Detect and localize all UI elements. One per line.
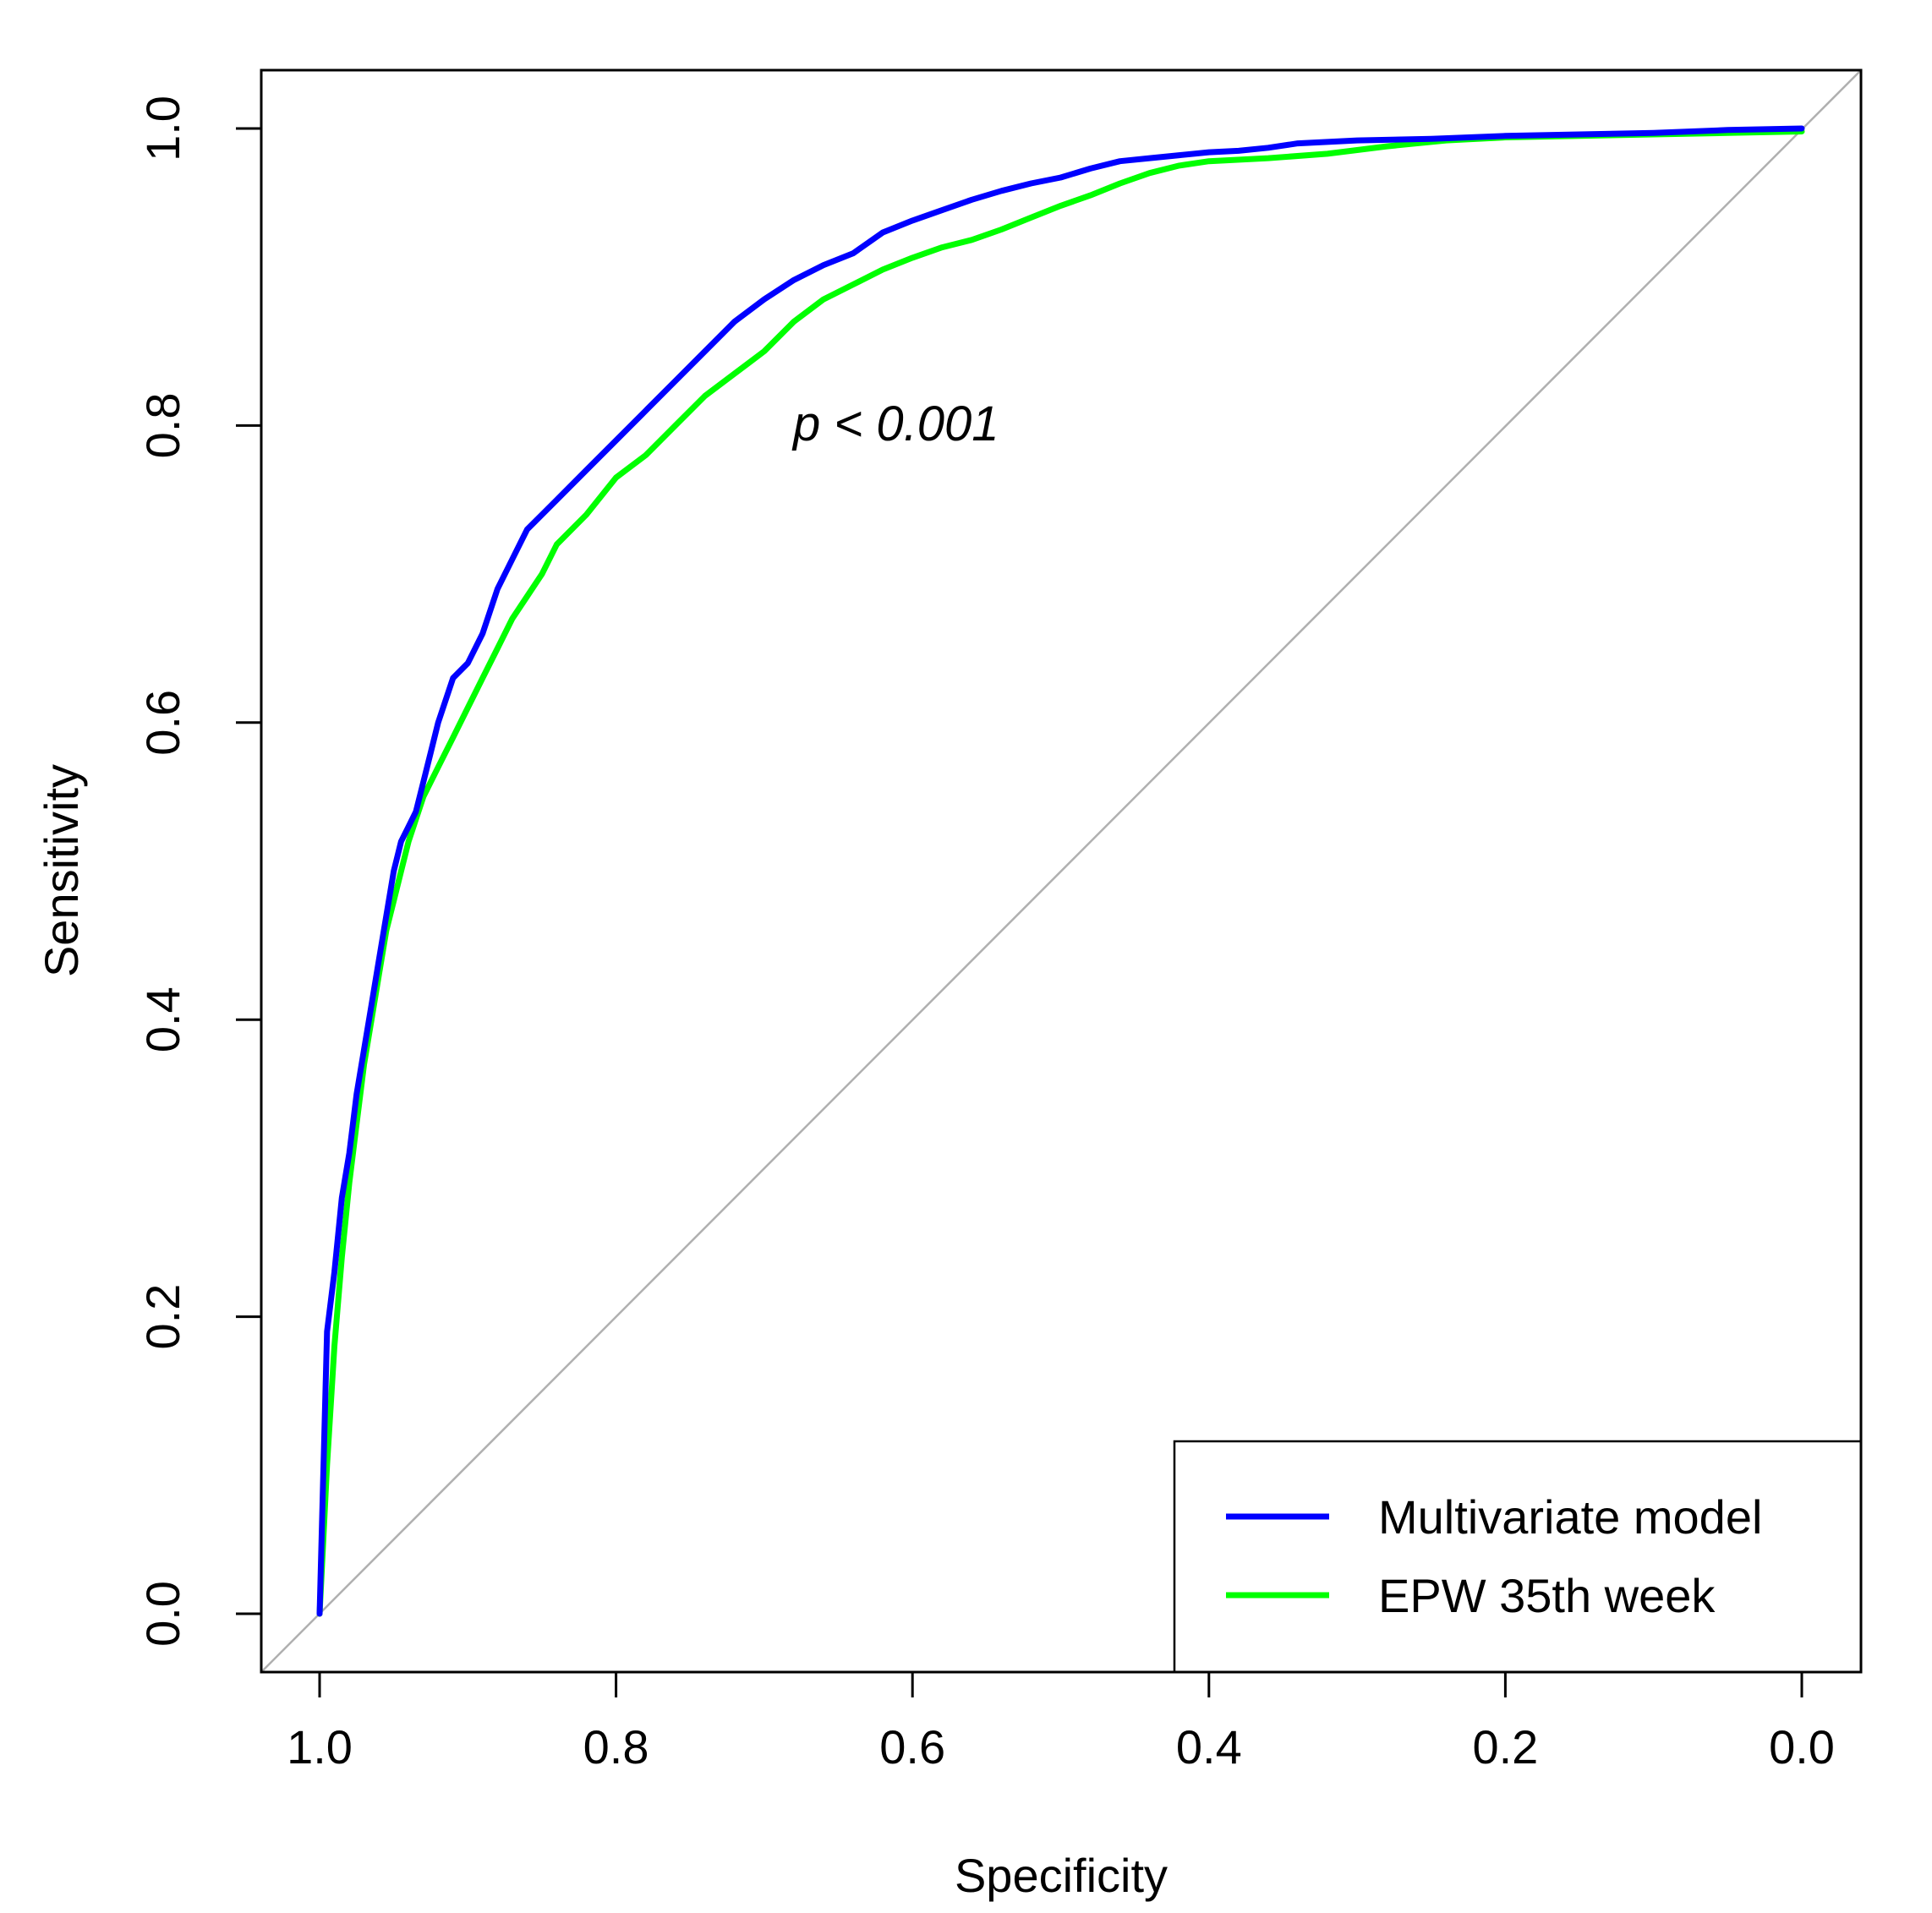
y-axis: 0.0 0.2 0.4 0.6 0.8 1.0 (136, 96, 261, 1647)
y-axis-title: Sensitivity (35, 764, 88, 977)
y-tick-label: 0.4 (136, 987, 189, 1052)
y-tick-label: 0.2 (136, 1284, 189, 1350)
x-tick-label: 0.0 (1769, 1720, 1835, 1774)
x-axis: 1.0 0.8 0.6 0.4 0.2 0.0 (287, 1672, 1835, 1774)
plot-frame (260, 68, 1863, 1674)
legend-box (1173, 1440, 1863, 1674)
y-tick-label: 0.6 (136, 690, 189, 756)
legend-label-epw-35th-week: EPW 35th week (1378, 1569, 1716, 1622)
legend-label-multivariate-model: Multivariate model (1378, 1490, 1762, 1544)
y-tick-label: 1.0 (136, 96, 189, 161)
roc-curve-multivariate-model (316, 125, 1805, 1617)
x-tick-label: 0.8 (583, 1720, 649, 1774)
x-tick-label: 0.6 (879, 1720, 945, 1774)
x-tick-label: 1.0 (287, 1720, 353, 1774)
reference-diagonal-line (260, 69, 1862, 1673)
x-tick-label: 0.4 (1176, 1720, 1242, 1774)
y-tick-label: 0.0 (136, 1581, 189, 1647)
x-tick-label: 0.2 (1472, 1720, 1538, 1774)
y-tick-label: 0.8 (136, 392, 189, 458)
x-axis-title: Specificity (955, 1849, 1168, 1902)
p-value-annotation: p < 0.001 (791, 396, 999, 451)
